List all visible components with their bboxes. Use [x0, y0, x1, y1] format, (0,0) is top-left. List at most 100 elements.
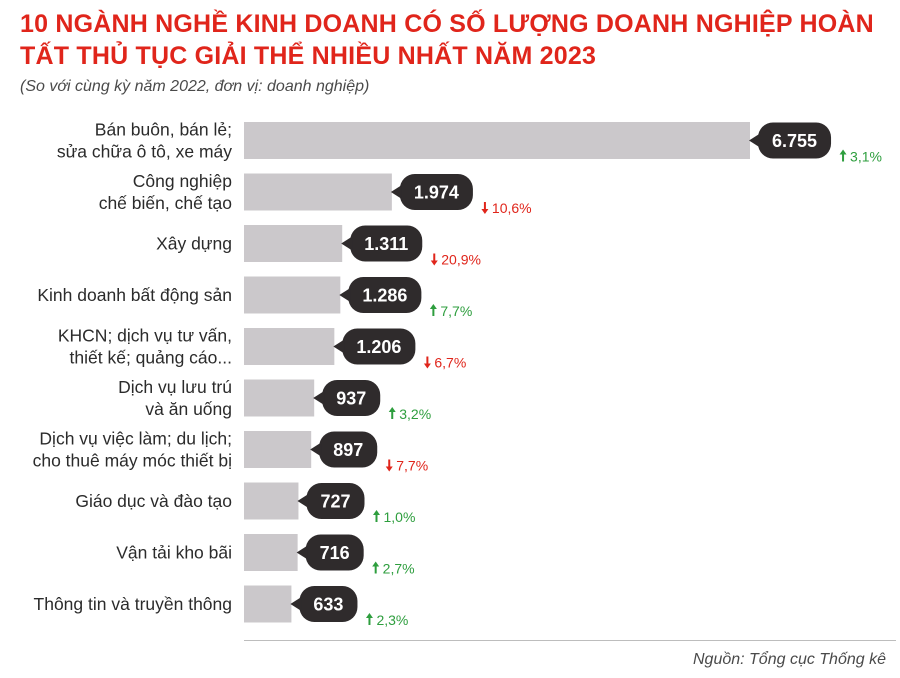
bar	[244, 122, 750, 159]
value-bubble: 937	[313, 380, 381, 416]
category-label: Thông tin và truyền thông	[34, 594, 232, 614]
category-label-line: Thông tin và truyền thông	[34, 594, 232, 614]
bar-row: KHCN; dịch vụ tư vấn, thiết kế; quảng cáo…	[58, 326, 466, 371]
value-bubble: 1.311	[341, 225, 423, 262]
value-bubble-pointer	[313, 391, 325, 405]
category-label-line: sửa chữa ô tô, xe máy	[57, 142, 232, 162]
bar	[244, 431, 312, 468]
category-label: Công nghiệp chế biến, chế tạo	[99, 171, 232, 213]
arrow-down-icon	[385, 459, 393, 472]
category-label: KHCN; dịch vụ tư vấn, thiết kế; quảng cáo…	[58, 326, 232, 368]
change-label: 20,9%	[441, 252, 481, 268]
value-label: 716	[320, 543, 350, 563]
category-label: Xây dựng	[156, 234, 232, 254]
category-label-line: Bán buôn, bán lẻ;	[95, 120, 232, 140]
value-label: 1.286	[362, 286, 407, 306]
value-bubble: 1.206	[333, 328, 416, 365]
bar-row: Giáo dục và đào tạo 727 1,0%	[75, 482, 416, 525]
value-label: 633	[313, 595, 343, 615]
bar-row: Công nghiệp chế biến, chế tạo 1.974 10,6%	[99, 171, 532, 216]
arrow-down-icon	[430, 253, 438, 266]
bar-row: Xây dựng 1.311 20,9%	[156, 225, 481, 268]
bar-row: Dịch vụ việc làm; du lịch; cho thuê máy m…	[33, 429, 429, 474]
value-bubble: 633	[290, 586, 358, 622]
value-bubble-shape	[342, 328, 416, 365]
bar-row: Bán buôn, bán lẻ; sửa chữa ô tô, xe máy 6.…	[57, 120, 882, 165]
category-label-line: Kinh doanh bất động sản	[37, 285, 232, 305]
value-label: 727	[320, 492, 350, 512]
bar	[244, 482, 299, 520]
category-label-line: Vận tải kho bãi	[116, 543, 232, 563]
change-label: 3,1%	[850, 149, 882, 165]
value-bubble: 1.286	[339, 277, 422, 313]
category-label-line: Công nghiệp	[133, 171, 232, 191]
bar	[244, 173, 392, 211]
change-label: 2,7%	[383, 561, 415, 577]
bar	[244, 534, 298, 571]
value-bubble-shape	[299, 586, 358, 622]
category-label-line: Dịch vụ việc làm; du lịch;	[39, 429, 232, 449]
value-bubble: 1.974	[390, 174, 473, 210]
arrow-up-icon	[839, 149, 847, 162]
value-bubble-shape	[758, 122, 832, 159]
value-bubble-shape	[348, 277, 422, 313]
category-label: Dịch vụ lưu trú và ăn uống	[118, 377, 232, 419]
chart-title: 10 NGÀNH NGHỀ KINH DOANH CÓ SỐ LƯỢNG DOA…	[20, 10, 874, 70]
value-label: 897	[333, 440, 363, 460]
value-bubble-pointer	[749, 133, 760, 148]
bar	[244, 276, 341, 314]
category-label: Kinh doanh bất động sản	[37, 285, 232, 305]
arrow-up-icon	[373, 510, 381, 522]
category-label: Bán buôn, bán lẻ; sửa chữa ô tô, xe máy	[57, 120, 232, 162]
change-label: 2,3%	[376, 612, 408, 628]
value-bubble-shape	[305, 534, 364, 571]
category-label: Vận tải kho bãi	[116, 543, 232, 563]
value-label: 937	[336, 389, 366, 409]
value-bubble-shape	[322, 380, 381, 416]
bar	[244, 585, 292, 623]
value-bubble-pointer	[296, 545, 308, 560]
arrow-up-icon	[372, 561, 380, 574]
arrow-up-icon	[388, 407, 396, 419]
value-bubble-pointer	[290, 597, 302, 611]
arrow-down-icon	[481, 202, 489, 214]
change-label: 1,0%	[384, 509, 416, 525]
footer-divider	[244, 640, 896, 641]
change-label: 3,2%	[399, 406, 431, 422]
value-bubble-shape	[350, 225, 423, 262]
value-bubble: 716	[296, 534, 364, 571]
category-label-line: Giáo dục và đào tạo	[75, 491, 232, 511]
arrow-up-icon	[429, 304, 437, 316]
value-label: 6.755	[772, 131, 817, 151]
category-label-line: Dịch vụ lưu trú	[118, 377, 232, 397]
category-label-line: thiết kế; quảng cáo...	[70, 348, 232, 368]
arrow-down-icon	[423, 356, 431, 369]
change-label: 7,7%	[396, 458, 428, 474]
value-bubble-shape	[399, 174, 473, 210]
bar	[244, 379, 315, 417]
chart-subtitle: (So với cùng kỳ năm 2022, đơn vị: doanh …	[20, 78, 370, 95]
value-bubble-pointer	[310, 442, 322, 457]
value-bubble: 897	[310, 431, 378, 468]
value-label: 1.311	[364, 234, 408, 254]
bar-row: Kinh doanh bất động sản 1.286 7,7%	[37, 276, 472, 319]
arrow-up-icon	[365, 613, 373, 625]
category-label-line: cho thuê máy móc thiết bị	[33, 451, 232, 471]
value-bubble: 6.755	[749, 122, 832, 159]
value-bubble-pointer	[297, 494, 309, 508]
value-bubble-pointer	[339, 288, 351, 302]
change-label: 6,7%	[434, 355, 466, 371]
value-bubble-pointer	[333, 339, 345, 354]
change-label: 7,7%	[440, 303, 472, 319]
bar	[244, 225, 343, 262]
bar-row: Thông tin và truyền thông 633 2,3%	[34, 585, 408, 628]
value-bubble: 727	[297, 483, 365, 519]
value-bubble-shape	[306, 483, 365, 519]
value-label: 1.974	[414, 183, 459, 203]
value-bubble-pointer	[341, 236, 353, 251]
value-label: 1.206	[356, 337, 401, 357]
category-label: Dịch vụ việc làm; du lịch; cho thuê máy m…	[33, 429, 232, 471]
change-label: 10,6%	[492, 200, 532, 216]
value-bubble-pointer	[390, 185, 402, 199]
